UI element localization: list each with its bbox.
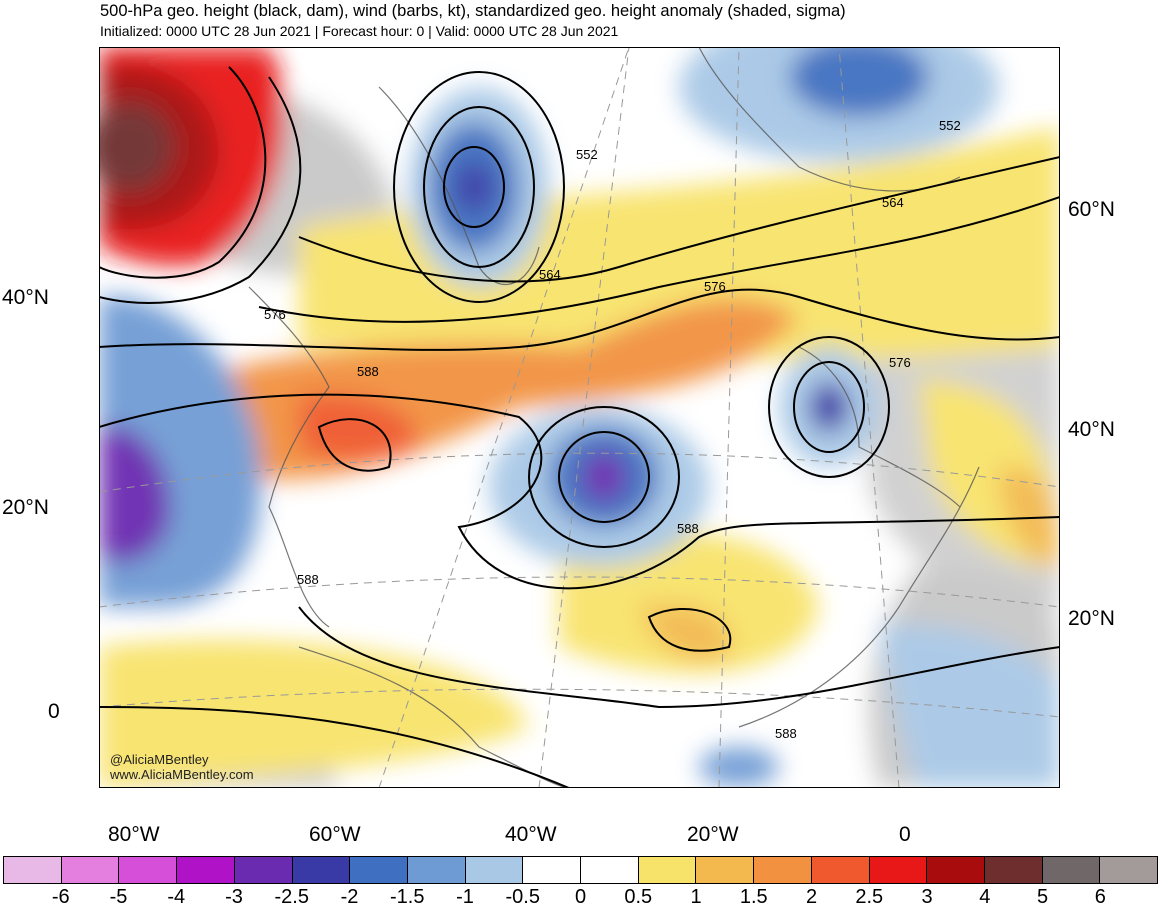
colorbar-label: 3 [921, 886, 933, 908]
contour-label: 552 [576, 147, 598, 162]
colorbar-swatch [523, 857, 582, 883]
colorbar-label: -1.5 [390, 886, 425, 908]
colorbar-swatch [407, 857, 466, 883]
colorbar-swatch [869, 857, 928, 883]
contour-label: 564 [882, 195, 904, 210]
colorbar-swatch [1100, 857, 1158, 883]
colorbar-swatch [927, 857, 985, 883]
colorbar-swatch [292, 857, 351, 883]
colorbar-swatch [4, 857, 62, 883]
lon-label: 80°W [108, 823, 160, 846]
map-frame [99, 47, 1060, 788]
colorbar-label: 1.5 [739, 886, 768, 908]
height-contours [99, 66, 1060, 788]
lat-label-left: 40°N [2, 286, 49, 309]
lon-label: 60°W [309, 823, 361, 846]
lon-label: 20°W [687, 823, 739, 846]
credit-handle: @AliciaMBentley [110, 752, 209, 767]
colorbar-swatch [811, 857, 870, 883]
contour-label: 588 [677, 521, 699, 536]
lat-label-right: 40°N [1068, 418, 1115, 441]
colorbar-label: 4 [979, 886, 991, 908]
colorbar-label: 2 [805, 886, 818, 908]
map-title: 500-hPa geo. height (black, dam), wind (… [100, 2, 846, 20]
colorbar-swatch [177, 857, 235, 883]
colorbar-swatch [350, 857, 408, 883]
colorbar-swatch [984, 857, 1043, 883]
colorbar-label: 5 [1036, 886, 1049, 908]
colorbar-swatch [119, 857, 178, 883]
lat-label-right: 60°N [1068, 198, 1115, 221]
colorbar-swatch [1042, 857, 1101, 883]
anomaly-shading [99, 47, 1060, 788]
colorbar-swatch [638, 857, 697, 883]
lat-label-right: 20°N [1068, 607, 1115, 630]
colorbar-label: -5 [109, 886, 128, 908]
colorbar-label: -1 [456, 886, 474, 908]
colorbar-swatch [61, 857, 120, 883]
contour-label: 576 [889, 355, 911, 370]
colorbar-label: -3 [225, 886, 243, 908]
graticule [99, 47, 1060, 788]
colorbar-swatch [465, 857, 524, 883]
contour-label: 576 [704, 279, 726, 294]
colorbar-label: 0 [574, 886, 587, 908]
credit-url: www.AliciaMBentley.com [110, 767, 254, 782]
colorbar-label: 2.5 [855, 886, 884, 908]
contour-label: 588 [297, 572, 319, 587]
map-canvas: 552 552 564 564 576 576 576 588 588 588 … [99, 47, 1060, 788]
colorbar-label: -4 [167, 886, 186, 908]
colorbar-label: -2.5 [274, 886, 309, 908]
credit: @AliciaMBentley www.AliciaMBentley.com [110, 752, 254, 782]
colorbar-label: -6 [51, 886, 70, 908]
colorbar-label: -2 [340, 886, 359, 908]
colorbar-swatch [754, 857, 812, 883]
contour-label: 564 [539, 267, 561, 282]
contour-label: 588 [775, 726, 797, 741]
weather-map: 552 552 564 564 576 576 576 588 588 588 … [99, 47, 1060, 788]
colorbar-label: 1 [690, 886, 702, 908]
colorbar [3, 856, 1158, 884]
lon-label: 0 [899, 823, 911, 846]
contour-label: 576 [264, 307, 286, 322]
contour-labels: 552 552 564 564 576 576 576 588 588 588 … [264, 118, 961, 741]
contour-label: 552 [939, 118, 961, 133]
map-subtitle: Initialized: 0000 UTC 28 Jun 2021 | Fore… [100, 23, 619, 39]
lat-label-left: 0 [48, 700, 60, 723]
lon-label: 40°W [505, 823, 557, 846]
colorbar-swatch [581, 857, 639, 883]
colorbar-label: 0.5 [624, 886, 653, 908]
colorbar-swatch [696, 857, 755, 883]
colorbar-label: -0.5 [505, 886, 540, 908]
contour-label: 588 [357, 364, 379, 379]
lat-label-left: 20°N [2, 496, 49, 519]
colorbar-swatch [234, 857, 293, 883]
colorbar-label: 6 [1094, 886, 1106, 908]
